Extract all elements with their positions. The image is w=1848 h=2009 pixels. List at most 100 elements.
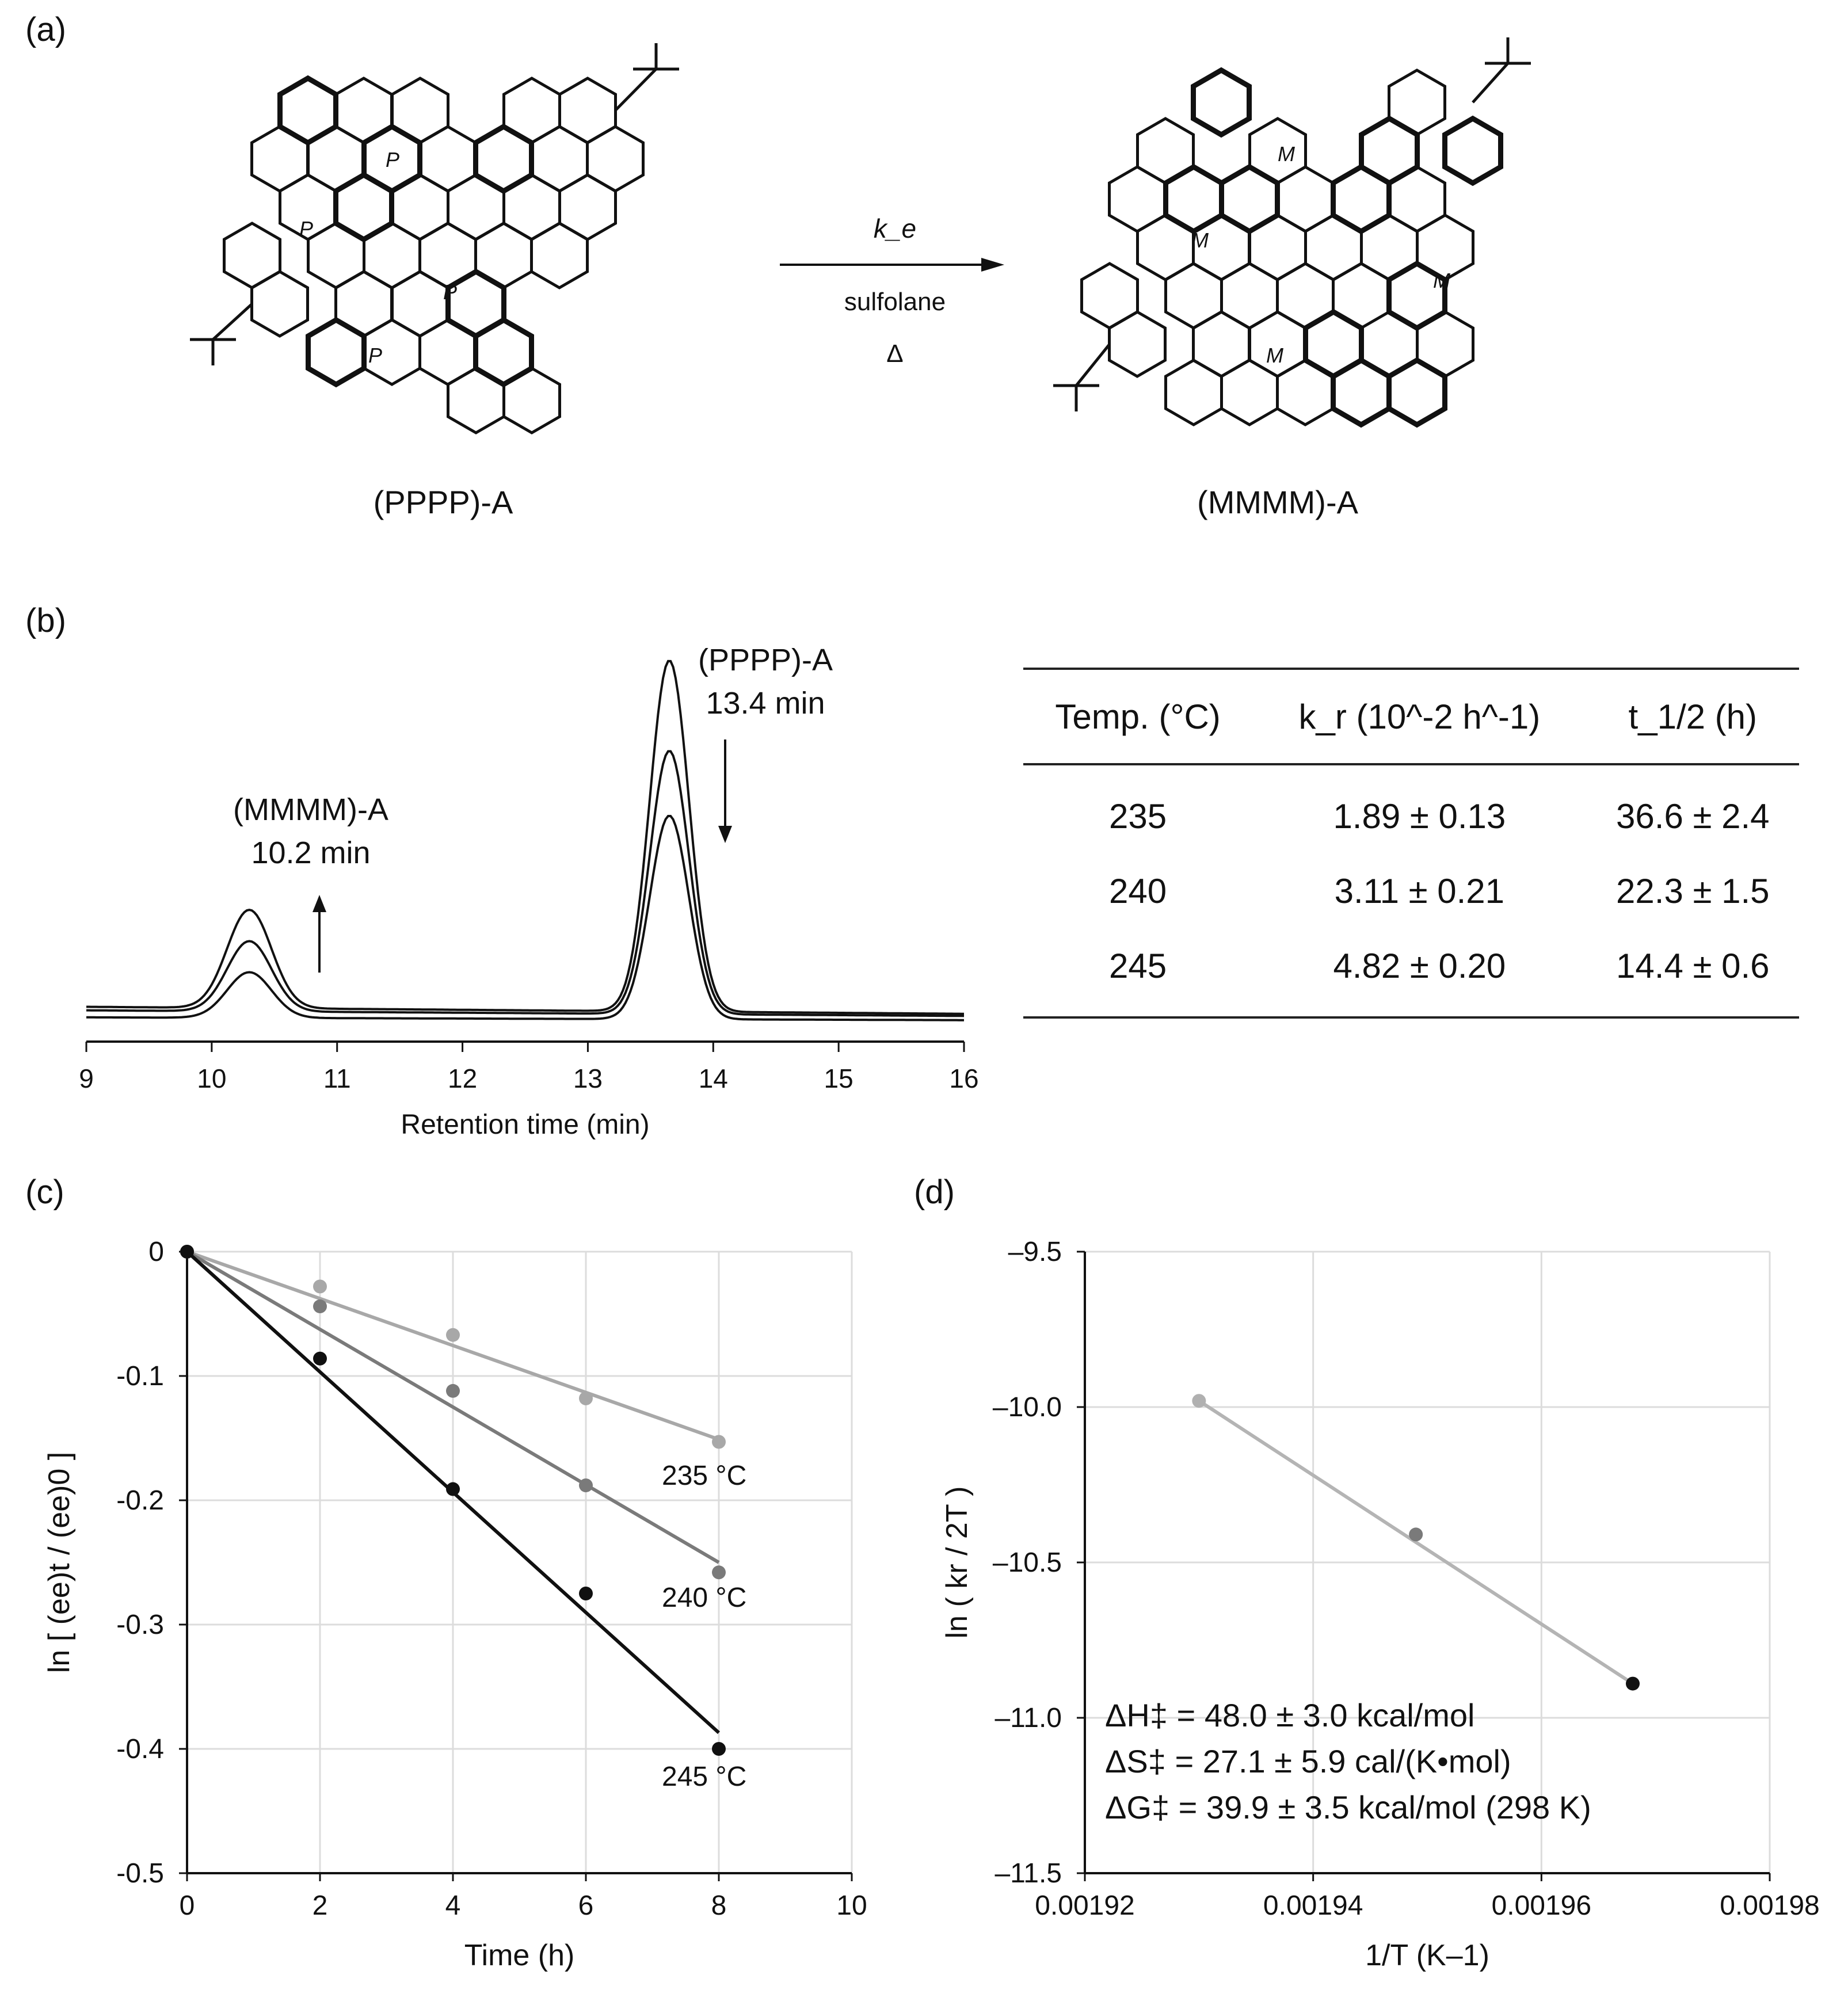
data-point — [446, 1383, 460, 1398]
ring — [334, 77, 393, 144]
data-point — [579, 1391, 593, 1405]
kinetics-table: Temp. (°C) k_r (10^-2 h^-1) t_1/2 (h) 23… — [1023, 668, 1799, 1019]
data-point — [313, 1299, 327, 1314]
x-axis-label: Time (h) — [464, 1939, 575, 1972]
data-point — [712, 1435, 726, 1449]
chromatogram-trace — [86, 815, 964, 1021]
data-point — [712, 1565, 726, 1580]
tbutyl-bond — [614, 68, 657, 112]
ring — [250, 270, 309, 338]
data-point — [1192, 1394, 1206, 1408]
table-cell: 3.11 ± 0.21 — [1334, 871, 1505, 910]
fit-line — [186, 1250, 720, 1564]
ring — [306, 317, 367, 388]
ring — [1248, 117, 1307, 185]
ring — [1164, 359, 1223, 426]
thermo-annotation: ΔS‡ = 27.1 ± 5.9 cal/(K•mol) — [1105, 1743, 1511, 1779]
ring — [418, 125, 477, 193]
data-point — [180, 1245, 194, 1259]
y-tick-label: -0.5 — [116, 1858, 164, 1889]
data-point — [446, 1482, 460, 1496]
panel-label-d: (d) — [914, 1173, 955, 1211]
series-label: 245 °C — [662, 1762, 746, 1792]
chromatogram-chart: 9 10 11 12 13 14 15 16 Retention time (min) (MMMM… — [79, 643, 978, 1140]
table-row: 235 1.89 ± 0.13 36.6 ± 2.4 — [1023, 764, 1799, 853]
x-tick-label: 16 — [949, 1063, 978, 1093]
ring — [1416, 310, 1474, 378]
x-tick-label: 4 — [445, 1890, 461, 1921]
fit-line — [186, 1250, 719, 1441]
y-axis-label: ln [ (ee)t / (ee)0 ] — [43, 1452, 76, 1673]
data-point — [1409, 1527, 1423, 1542]
helix-descriptor: M — [1191, 228, 1209, 252]
ring — [223, 222, 281, 289]
x-tick-label: 6 — [578, 1890, 594, 1921]
data-point — [313, 1279, 327, 1294]
helix-descriptor: M — [1266, 344, 1283, 367]
x-tick-label: 8 — [711, 1890, 727, 1921]
x-tick-label: 0.00192 — [1035, 1890, 1135, 1921]
rate-constant-label: k_e — [873, 214, 917, 243]
ring — [1220, 359, 1279, 426]
helix-descriptor: P — [299, 217, 313, 241]
thermo-annotation: ΔG‡ = 39.9 ± 3.5 kcal/mol (298 K) — [1105, 1789, 1591, 1825]
tbutyl-bond — [1075, 343, 1111, 387]
x-tick-label: 10 — [197, 1063, 226, 1093]
thermo-annotation: ΔH‡ = 48.0 ± 3.0 kcal/mol — [1105, 1697, 1474, 1733]
ring — [1331, 357, 1392, 428]
y-tick-label: –11.5 — [995, 1858, 1062, 1889]
table-row: 240 3.11 ± 0.21 22.3 ± 1.5 — [1023, 853, 1799, 928]
tbutyl-bond — [1472, 62, 1509, 104]
molecule-mmmm-a-structure: M M M M — [1053, 37, 1531, 428]
panel-label-a: (a) — [25, 11, 66, 48]
x-tick-label: 2 — [313, 1890, 328, 1921]
up-arrow-head — [313, 895, 326, 912]
table-cell: 4.82 ± 0.20 — [1252, 928, 1587, 1019]
data-point — [313, 1351, 327, 1366]
x-tick-label: 11 — [323, 1063, 351, 1093]
ring — [1108, 310, 1167, 378]
x-tick-label: 14 — [699, 1063, 728, 1093]
ring — [586, 125, 645, 193]
ring — [530, 222, 589, 289]
table-cell: 240 — [1109, 871, 1167, 910]
x-tick-label: 12 — [448, 1063, 477, 1093]
y-tick-label: –10.5 — [993, 1547, 1062, 1578]
panel-label-b: (b) — [25, 602, 66, 639]
y-tick-label: –11.0 — [995, 1703, 1062, 1733]
tbutyl-bond — [212, 303, 253, 341]
y-tick-label: 0 — [148, 1237, 164, 1267]
x-tick-label: 0.00196 — [1492, 1890, 1592, 1921]
ring — [1442, 115, 1503, 186]
helix-descriptor: M — [1278, 142, 1295, 166]
ring — [391, 77, 449, 144]
ring — [1191, 67, 1252, 138]
y-tick-label: -0.1 — [116, 1361, 164, 1392]
data-point — [1626, 1676, 1640, 1691]
ring — [1388, 68, 1446, 136]
ring — [558, 77, 617, 144]
ring — [502, 367, 561, 434]
table-cell: 1.89 ± 0.13 — [1333, 796, 1506, 836]
peak-annotation-mmmm-time: 10.2 min — [251, 836, 370, 870]
table-cell: 235 — [1109, 796, 1167, 836]
helix-descriptor: M — [1433, 269, 1450, 292]
ring — [277, 75, 338, 146]
data-point — [446, 1328, 460, 1342]
y-tick-label: -0.4 — [116, 1734, 164, 1764]
chromatogram-trace — [86, 659, 964, 1015]
y-tick-label: –10.0 — [993, 1392, 1062, 1423]
ring — [1276, 165, 1335, 233]
product-label: (MMMM)-A — [1197, 484, 1358, 520]
heat-label: Δ — [886, 340, 904, 368]
series-label: 240 °C — [662, 1583, 746, 1613]
table-header-kr: k_r (10^-2 h^-1) — [1252, 668, 1587, 765]
ring — [1136, 117, 1195, 185]
ring — [1359, 115, 1420, 186]
series-label: 235 °C — [662, 1461, 746, 1491]
ring — [502, 77, 561, 144]
helix-descriptor: P — [368, 344, 382, 367]
peak-annotation-pppp-time: 13.4 min — [706, 686, 825, 721]
ring — [1276, 359, 1335, 426]
ring — [502, 173, 561, 241]
